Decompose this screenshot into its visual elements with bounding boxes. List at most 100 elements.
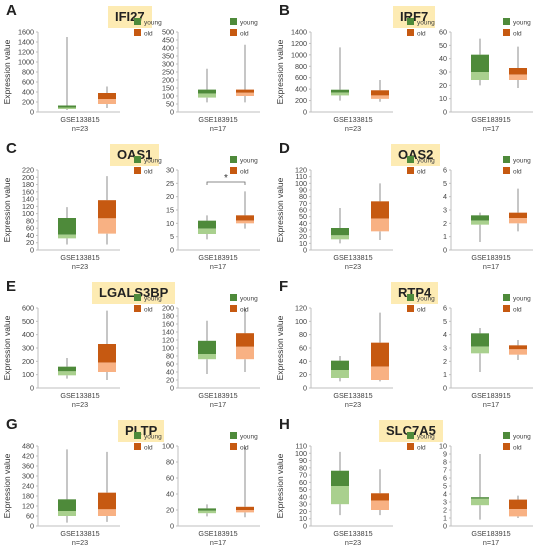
y-tick-label: 60 — [166, 474, 174, 483]
dataset-label: GSE133815 — [60, 115, 99, 124]
dataset-label: GSE133815 — [333, 253, 372, 262]
y-tick-label: 250 — [162, 68, 174, 77]
y-tick-label: 50 — [166, 100, 174, 109]
y-tick-label: 4 — [443, 490, 447, 499]
box-lower-old — [371, 366, 389, 380]
y-tick-label: 5 — [443, 317, 447, 326]
y-tick-label: 100 — [22, 209, 34, 218]
legend-label-young: young — [144, 296, 162, 303]
y-tick-label: 50 — [299, 212, 307, 221]
legend-label-young: young — [144, 434, 162, 441]
dataset-label: GSE133815 — [333, 529, 372, 538]
y-tick-label: 400 — [162, 44, 174, 53]
y-tick-label: 110 — [296, 172, 307, 181]
dataset-label: GSE133815 — [333, 391, 372, 400]
gene-label: LGALS3BP — [92, 282, 176, 304]
y-tick-label: 100 — [22, 370, 34, 379]
y-tick-label: 80 — [166, 352, 174, 361]
box-lower-old — [371, 500, 389, 510]
y-tick-label: 30 — [299, 226, 307, 235]
y-tick-label: 110 — [296, 442, 307, 451]
box-upper-old — [236, 89, 254, 93]
gene-label: OAS1 — [110, 144, 160, 166]
panel-plot: Expression value020040060080010001200140… — [2, 18, 260, 133]
box-upper-old — [371, 493, 389, 501]
legend-swatch-young — [230, 156, 237, 163]
sample-size-label: n=23 — [72, 538, 88, 547]
panel-plot: Expression value020406080100120GSE133815… — [275, 294, 533, 409]
y-tick-label: 30 — [439, 68, 447, 77]
box-lower-young — [331, 486, 349, 505]
significance-star: * — [224, 173, 228, 184]
y-tick-label: 240 — [22, 482, 34, 491]
panel-letter: B — [279, 2, 290, 19]
y-tick-label: 600 — [22, 304, 34, 313]
box-lower-old — [371, 95, 389, 99]
panel-c: C OAS1 Expression value 0 20 40 60 80 100 120 140 1… — [0, 138, 273, 276]
box-lower-young — [471, 72, 489, 80]
y-tick-label: 180 — [22, 492, 34, 501]
y-tick-label: 160 — [22, 187, 34, 196]
y-tick-label: 200 — [162, 76, 174, 85]
legend-label-old: old — [144, 31, 153, 38]
legend-label-young: young — [144, 158, 162, 165]
y-tick-label: 20 — [166, 376, 174, 385]
gene-label: PLTP — [118, 420, 165, 442]
y-tick-label: 300 — [22, 344, 34, 353]
y-tick-label: 140 — [22, 195, 34, 204]
y-tick-label: 90 — [299, 186, 307, 195]
legend-label-young: young — [240, 20, 258, 27]
y-tick-label: 10 — [299, 239, 307, 248]
y-tick-label: 0 — [170, 246, 174, 255]
legend-swatch-old — [134, 443, 141, 450]
y-tick-label: 60 — [299, 344, 307, 353]
legend-label-old: old — [417, 445, 426, 452]
y-tick-label: 1000 — [291, 50, 307, 59]
y-tick-label: 60 — [439, 28, 447, 37]
legend-label-young: young — [144, 20, 162, 27]
y-tick-label: 1600 — [18, 28, 34, 37]
y-tick-label: 0 — [30, 246, 34, 255]
y-tick-label: 40 — [439, 54, 447, 63]
y-tick-label: 40 — [26, 231, 34, 240]
legend-swatch-old — [407, 29, 414, 36]
y-tick-label: 0 — [443, 108, 447, 117]
dataset-label: GSE133815 — [60, 253, 99, 262]
legend-swatch-old — [230, 29, 237, 36]
panel-g: G PLTP Expression value 0 60 120 180 240 300 360 4… — [0, 414, 273, 552]
y-tick-label: 0 — [30, 522, 34, 531]
box-lower-young — [198, 354, 216, 360]
sample-size-label: n=17 — [210, 124, 226, 133]
legend-label-young: young — [240, 434, 258, 441]
box-upper-young — [198, 340, 216, 354]
box-lower-young — [198, 228, 216, 234]
y-tick-label: 60 — [26, 512, 34, 521]
box-upper-old — [236, 333, 254, 347]
dataset-label: GSE183915 — [471, 391, 510, 400]
significance-bracket — [206, 181, 246, 185]
y-tick-label: 500 — [162, 28, 174, 37]
y-tick-label: 800 — [22, 68, 34, 77]
legend-label-old: old — [513, 445, 522, 452]
y-tick-label: 100 — [295, 449, 307, 458]
y-tick-label: 10 — [299, 514, 307, 523]
y-tick-label: 100 — [162, 92, 174, 101]
box-lower-young — [471, 220, 489, 225]
y-tick-label: 80 — [299, 463, 307, 472]
y-tick-label: 420 — [22, 452, 34, 461]
legend-swatch-young — [134, 294, 141, 301]
y-tick-label: 350 — [162, 52, 174, 61]
y-tick-label: 500 — [22, 317, 34, 326]
legend-swatch-young — [230, 18, 237, 25]
panel-plot: Expression value060120180240300360420480… — [2, 432, 260, 547]
box-lower-old — [509, 349, 527, 355]
legend-label-young: young — [240, 158, 258, 165]
y-tick-label: 20 — [299, 232, 307, 241]
box-lower-old — [236, 510, 254, 513]
legend-label-young: young — [417, 296, 435, 303]
legend-label-old: old — [240, 169, 249, 176]
box-upper-old — [371, 201, 389, 219]
dataset-label: GSE133815 — [60, 529, 99, 538]
y-tick-label: 120 — [162, 336, 174, 345]
dataset-label: GSE183915 — [198, 529, 237, 538]
